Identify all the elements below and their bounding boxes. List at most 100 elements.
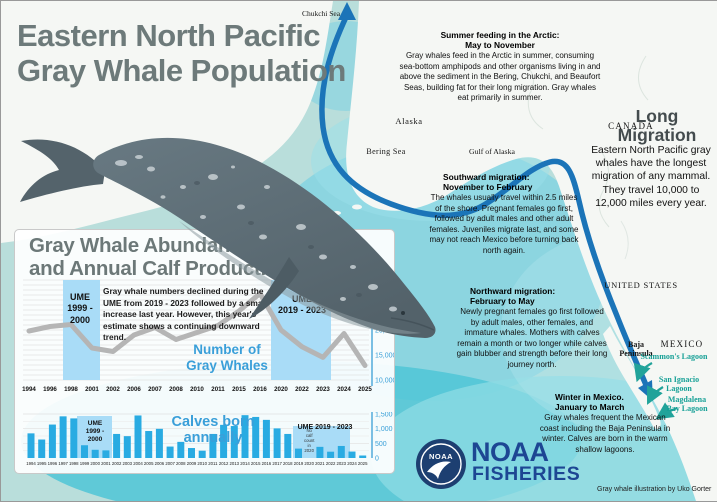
page-title: Eastern North Pacific Gray Whale Populati… xyxy=(17,18,346,88)
svg-text:2009: 2009 xyxy=(187,461,197,466)
svg-text:2020: 2020 xyxy=(304,461,314,466)
fisheries-wordmark: FISHERIES xyxy=(472,463,581,485)
land-north-america xyxy=(346,1,717,501)
svg-text:1998: 1998 xyxy=(64,386,78,393)
southward-migration-block: Southward migration: November to Februar… xyxy=(429,172,579,255)
svg-text:2020: 2020 xyxy=(274,386,288,393)
svg-text:2008: 2008 xyxy=(169,386,183,393)
svg-text:1996: 1996 xyxy=(43,386,57,393)
svg-text:2023: 2023 xyxy=(316,386,330,393)
lagoon-arrows xyxy=(633,362,678,420)
winter-mexico-block: Winter in Mexico. January to March Gray … xyxy=(539,392,671,454)
svg-text:2014: 2014 xyxy=(240,461,250,466)
svg-text:2001: 2001 xyxy=(85,386,99,393)
scammons-arrow-icon xyxy=(633,362,653,383)
gray-whale-illustration xyxy=(20,137,436,338)
label-baja-peninsula: Baja Peninsula xyxy=(619,340,653,359)
svg-text:2002: 2002 xyxy=(106,386,120,393)
svg-text:10,000: 10,000 xyxy=(375,378,394,385)
svg-text:2010: 2010 xyxy=(190,386,204,393)
svg-text:0: 0 xyxy=(375,456,379,463)
noaa-logo-icon: NOAA xyxy=(416,439,466,489)
noaa-wordmark: NOAA xyxy=(471,437,549,467)
ume-1999-2000-label: UME 1999 - 2000 xyxy=(67,292,93,325)
whale-eye xyxy=(401,311,405,315)
label-chukchi-sea: Chukchi Sea xyxy=(301,9,341,18)
label-san-ignacio-lagoon: San Ignacio Lagoon xyxy=(658,375,700,394)
whale-flipper xyxy=(249,257,299,319)
illustration-credit: Gray whale illustration by Uko Gorter xyxy=(597,486,712,493)
summer-feeding-block: Summer feeding in the Arctic: May to Nov… xyxy=(399,30,601,103)
svg-text:2000: 2000 xyxy=(90,461,100,466)
land-baja-peninsula xyxy=(603,326,661,429)
whale-flukes xyxy=(20,139,105,202)
svg-text:500: 500 xyxy=(375,441,387,448)
svg-text:2013: 2013 xyxy=(230,461,240,466)
long-migration-body: Eastern North Pacific gray whales have t… xyxy=(591,145,711,209)
svg-text:2022: 2022 xyxy=(295,386,309,393)
svg-text:2007: 2007 xyxy=(165,461,175,466)
svg-text:2010: 2010 xyxy=(197,461,207,466)
svg-text:2024: 2024 xyxy=(337,386,351,393)
bar-series-label: Calves born annually xyxy=(171,414,255,446)
svg-text:2007: 2007 xyxy=(148,386,162,393)
svg-text:1,500: 1,500 xyxy=(375,412,393,419)
route-arrow-north-icon xyxy=(338,2,356,20)
svg-text:2008: 2008 xyxy=(176,461,186,466)
magdalena-arrow-icon xyxy=(655,402,678,420)
label-gulf-of-alaska: Gulf of Alaska xyxy=(469,147,515,156)
line-series-label: Number of Gray Whales xyxy=(186,342,268,373)
svg-text:2012: 2012 xyxy=(219,461,229,466)
svg-text:1,000: 1,000 xyxy=(375,426,393,433)
svg-text:2024: 2024 xyxy=(347,461,357,466)
svg-text:1996: 1996 xyxy=(48,461,58,466)
svg-text:2017: 2017 xyxy=(272,461,282,466)
svg-text:2022: 2022 xyxy=(326,461,336,466)
svg-text:15,000: 15,000 xyxy=(375,353,394,360)
svg-text:2011: 2011 xyxy=(211,386,225,393)
svg-text:NOAA: NOAA xyxy=(429,452,453,461)
svg-text:1994: 1994 xyxy=(22,386,36,393)
noaa-gull-icon xyxy=(427,461,451,479)
svg-text:2015: 2015 xyxy=(232,386,246,393)
svg-text:2021: 2021 xyxy=(315,461,325,466)
label-mexico: MEXICO xyxy=(660,339,704,349)
ume-2019-2023-bar-label: UME 2019 - 2023 xyxy=(297,424,353,431)
svg-text:2016: 2016 xyxy=(262,461,272,466)
chart-annotation: Gray whale numbers declined during the U… xyxy=(103,286,268,343)
svg-text:2006: 2006 xyxy=(127,386,141,393)
gray-whale-abundance-line-chart: 30,00025,00020,00015,00010,0001994199619… xyxy=(22,278,394,393)
san-ignacio-arrow-icon xyxy=(647,385,664,405)
long-migration-title: Long Migration xyxy=(617,106,697,145)
svg-text:1999: 1999 xyxy=(80,461,90,466)
svg-text:2015: 2015 xyxy=(251,461,261,466)
label-bering-sea: Bering Sea xyxy=(366,147,406,156)
label-magdalena-bay-lagoon: Magdalena Bay Lagoon xyxy=(666,395,708,414)
ume-1999-2000-bar-label: UME 1999 - 2000 xyxy=(85,420,105,443)
chart-title: Gray Whale Abundance and Annual Calf Pro… xyxy=(29,234,291,280)
svg-text:2019: 2019 xyxy=(294,461,304,466)
svg-text:2006: 2006 xyxy=(155,461,165,466)
label-canada: CANADA xyxy=(608,121,654,131)
svg-text:1994: 1994 xyxy=(26,461,36,466)
label-scammons-lagoon: Scammon's Lagoon xyxy=(640,352,708,361)
whale-mouth xyxy=(390,317,435,331)
svg-text:2016: 2016 xyxy=(253,386,267,393)
northward-migration-block: Northward migration: February to May New… xyxy=(456,286,608,369)
svg-text:2001: 2001 xyxy=(101,461,111,466)
svg-text:2025: 2025 xyxy=(358,461,368,466)
svg-text:2002: 2002 xyxy=(112,461,122,466)
svg-text:2023: 2023 xyxy=(337,461,347,466)
svg-text:1995: 1995 xyxy=(37,461,47,466)
svg-text:2025: 2025 xyxy=(358,386,372,393)
svg-text:1997: 1997 xyxy=(58,461,68,466)
label-alaska: Alaska xyxy=(395,116,423,126)
svg-text:2004: 2004 xyxy=(133,461,143,466)
svg-text:2011: 2011 xyxy=(208,461,218,466)
label-united-states: UNITED STATES xyxy=(604,280,678,290)
svg-text:1998: 1998 xyxy=(69,461,79,466)
